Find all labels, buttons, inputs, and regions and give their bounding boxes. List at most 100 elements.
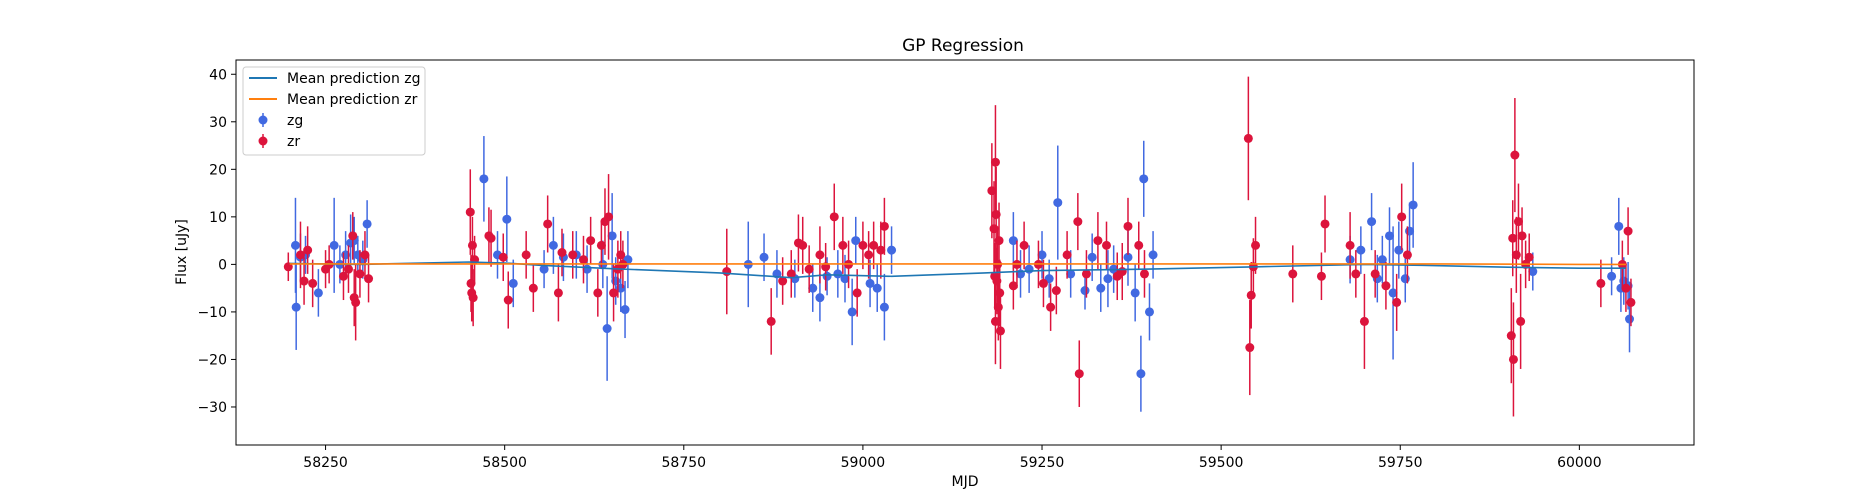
data-point <box>1019 240 1029 250</box>
data-point <box>308 278 318 288</box>
x-tick-label: 58750 <box>662 455 707 471</box>
data-point <box>1074 369 1084 379</box>
data-point <box>1516 316 1526 326</box>
data-point <box>1144 307 1154 317</box>
data-point <box>798 240 808 250</box>
data-point <box>879 302 889 312</box>
data-point <box>607 231 617 241</box>
data-point <box>822 271 832 281</box>
data-point <box>291 302 301 312</box>
data-point <box>303 245 313 255</box>
data-point <box>1051 286 1061 296</box>
data-point <box>865 278 875 288</box>
data-point <box>348 231 358 241</box>
data-point <box>329 240 339 250</box>
x-tick-label: 60000 <box>1557 455 1602 471</box>
x-tick-label: 58500 <box>482 455 527 471</box>
data-point <box>833 269 843 279</box>
data-point <box>1623 226 1633 236</box>
data-point <box>593 288 603 298</box>
data-point <box>362 219 372 229</box>
data-point <box>313 288 323 298</box>
data-point <box>1037 250 1047 260</box>
data-point <box>1093 236 1103 246</box>
data-point <box>1320 219 1330 229</box>
data-point <box>1381 281 1391 291</box>
plot-area <box>283 76 1636 417</box>
data-point <box>869 240 879 250</box>
data-point <box>602 324 612 334</box>
data-point <box>829 212 839 222</box>
legend-box <box>242 66 426 156</box>
series-zg <box>290 136 1635 412</box>
data-point <box>1388 288 1398 298</box>
data-point <box>539 264 549 274</box>
data-point <box>1517 231 1527 241</box>
mean-line-zr <box>289 263 1626 266</box>
data-point <box>1511 250 1521 260</box>
y-tick-label: 40 <box>209 67 227 83</box>
data-point <box>1251 240 1261 250</box>
data-point <box>468 293 478 303</box>
data-point <box>1136 369 1146 379</box>
data-point <box>1506 331 1516 341</box>
data-point <box>722 267 732 277</box>
y-tick-label: 20 <box>209 162 227 178</box>
x-tick-label: 59250 <box>1020 455 1065 471</box>
data-point <box>804 264 814 274</box>
data-point <box>994 236 1004 246</box>
data-point <box>858 240 868 250</box>
data-point <box>498 252 508 262</box>
data-point <box>1080 286 1090 296</box>
data-point <box>502 214 512 224</box>
data-point <box>1528 267 1538 277</box>
data-point <box>596 240 606 250</box>
data-point <box>1316 271 1326 281</box>
data-point <box>879 221 889 231</box>
data-point <box>1103 274 1113 284</box>
y-tick-label: 30 <box>209 115 227 131</box>
data-point <box>355 269 365 279</box>
data-point <box>1508 354 1518 364</box>
data-point <box>778 276 788 286</box>
data-point <box>1596 278 1606 288</box>
data-point <box>360 250 370 260</box>
x-tick-label: 59750 <box>1378 455 1423 471</box>
data-point <box>528 283 538 293</box>
data-point <box>609 288 619 298</box>
data-point <box>620 305 630 315</box>
mean-line-zg <box>289 261 1626 279</box>
y-tick-label: −20 <box>197 352 227 368</box>
data-point <box>1513 217 1523 227</box>
data-point <box>1370 269 1380 279</box>
data-point <box>1351 269 1361 279</box>
data-point <box>1625 314 1635 324</box>
data-point <box>1397 212 1407 222</box>
data-point <box>1356 245 1366 255</box>
data-point <box>1123 221 1133 231</box>
legend: Mean prediction zg Mean prediction zr zg… <box>242 66 426 156</box>
data-point <box>1046 302 1056 312</box>
data-point <box>1246 290 1256 300</box>
data-point <box>815 293 825 303</box>
data-point <box>465 207 475 217</box>
data-point <box>1288 269 1298 279</box>
data-point <box>1245 343 1255 353</box>
data-point <box>1038 278 1048 288</box>
data-point <box>467 240 477 250</box>
data-point <box>503 295 513 305</box>
legend-label-zg: zg <box>287 113 303 129</box>
data-point <box>1392 297 1402 307</box>
data-point <box>1508 233 1518 243</box>
data-point <box>1073 217 1083 227</box>
data-point <box>521 250 531 260</box>
x-tick-label: 59500 <box>1199 455 1244 471</box>
data-point <box>1385 231 1395 241</box>
y-tick-label: −10 <box>197 305 227 321</box>
data-point <box>1024 264 1034 274</box>
axes-frame <box>235 59 1695 446</box>
data-point <box>299 276 309 286</box>
data-point <box>1400 274 1410 284</box>
data-point <box>1053 198 1063 208</box>
